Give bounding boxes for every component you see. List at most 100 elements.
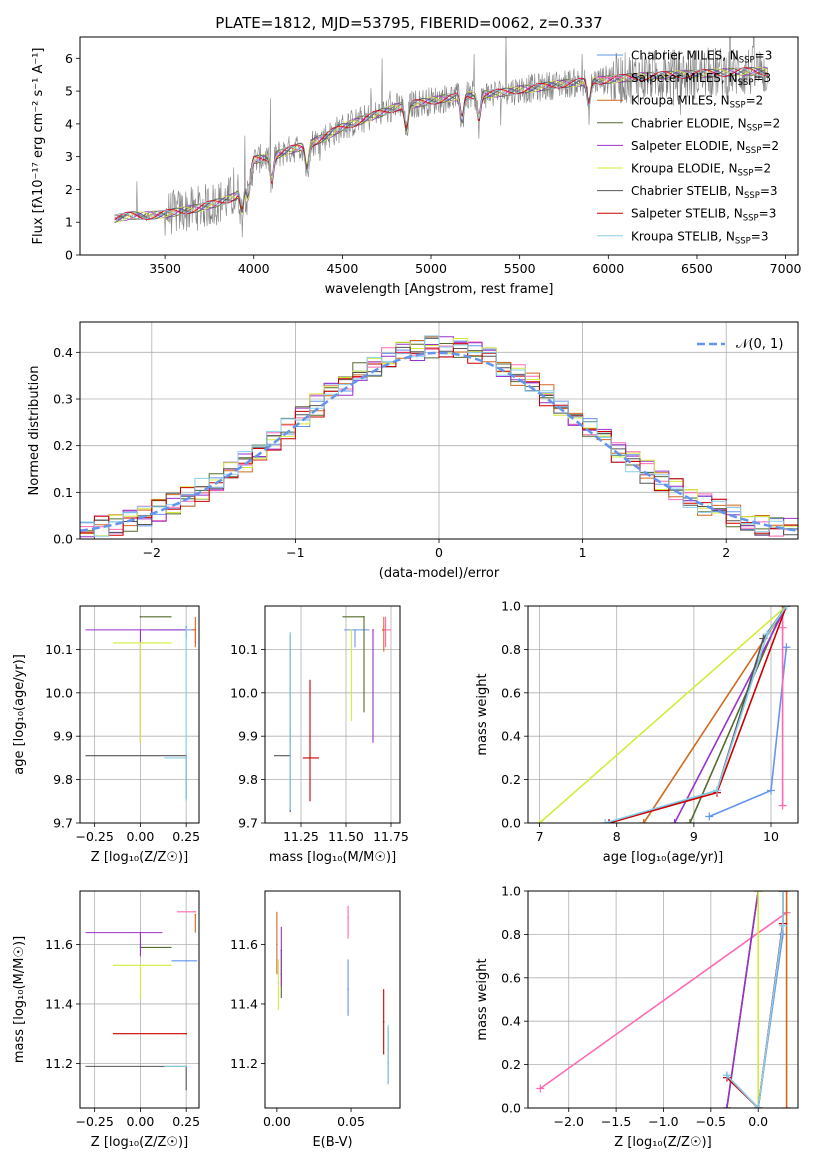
x-tick-label: 0.0 (748, 1114, 768, 1129)
x-tick-label: −1.0 (648, 1114, 678, 1129)
x-tick-label: 7000 (770, 261, 802, 276)
data-point (194, 913, 197, 916)
panel-age-weights: 7 8 9 10 0.0 0.2 0.4 0.6 0.8 1.0 age [log₁₀(age/yr… (475, 599, 799, 865)
weight-marker (670, 819, 679, 823)
y-tick-label: 10.0 (45, 685, 73, 700)
legend-subscript: SSP (745, 146, 761, 156)
data-point (276, 943, 278, 946)
x-axis-label: age [log₁₀(age/yr)] (603, 850, 724, 865)
legend-suffix: =3 (753, 71, 771, 85)
y-tick-label: 0.6 (501, 970, 521, 985)
y-tick-label: 9.9 (238, 729, 258, 744)
plot-area (276, 905, 389, 1085)
x-tick-label: 0.00 (263, 1114, 291, 1129)
axes-frame (79, 890, 200, 1109)
legend-entry: 𝒩(0, 1) (736, 337, 783, 352)
y-tick-label: 3 (65, 149, 73, 164)
panel-mass-vs-Z: −0.25 0.00 0.25 11.2 11.4 11.6 Z [log₁₀(Z/Z☉)]… (12, 890, 200, 1150)
x-tick-label: 11.25 (283, 829, 319, 844)
legend-suffix: =3 (751, 229, 769, 243)
weight-marker (686, 819, 694, 823)
y-tick-label: 0.0 (501, 1101, 521, 1116)
weight-marker (782, 1104, 791, 1108)
legend-label: Chabrier STELIB, N (631, 184, 744, 198)
x-tick-label: 11.75 (373, 829, 409, 844)
weight-marker (605, 819, 613, 823)
x-tick-label: 6000 (592, 261, 624, 276)
y-tick-label: 1 (65, 215, 73, 230)
legend-entry: Chabrier MILES, NSSP=3 (631, 49, 772, 66)
y-tick-label: 10.1 (230, 642, 258, 657)
y-tick-label: 9.9 (53, 729, 73, 744)
weight-marker (778, 801, 787, 810)
data-point (185, 757, 187, 759)
axes-frame (264, 890, 401, 1109)
x-axis-label: mass [log₁₀(M/M☉)] (269, 850, 396, 865)
y-tick-label: 11.4 (45, 996, 73, 1011)
y-tick-label: 0.2 (501, 772, 521, 787)
y-tick-label: 11.4 (230, 996, 258, 1011)
data-point (139, 629, 142, 631)
x-tick-label: 1 (579, 545, 587, 560)
y-tick-label: 0.0 (53, 532, 73, 547)
y-tick-label: 9.7 (238, 816, 258, 831)
x-tick-label: 8 (613, 829, 621, 844)
data-point (347, 916, 349, 919)
panel-age-vs-mass: 11.25 11.50 11.75 9.7 9.8 9.9 10.0 10.1 mass [lo… (230, 605, 409, 865)
y-tick-label: 11.2 (230, 1056, 258, 1071)
weight-marker (754, 891, 763, 895)
x-tick-label: −1.5 (601, 1114, 631, 1129)
legend-subscript: SSP (739, 56, 755, 66)
x-axis-label: wavelength [Angstrom, rest frame] (325, 282, 554, 297)
x-axis-label: Z [log₁₀(Z/Z☉)] (91, 1135, 188, 1150)
y-axis-label: mass [log₁₀(M/M☉)] (12, 936, 27, 1063)
x-tick-label: −1 (286, 545, 304, 560)
weight-marker (722, 1071, 731, 1080)
weight-line-0 (726, 891, 784, 1108)
legend-entry: Chabrier ELODIE, NSSP=2 (631, 116, 780, 133)
data-point (363, 616, 365, 618)
weight-line-7 (726, 891, 784, 1108)
legend-subscript: SSP (730, 101, 746, 111)
y-tick-label: 9.8 (238, 772, 258, 787)
data-point (139, 931, 142, 934)
weight-marker (778, 891, 787, 895)
y-tick-label: 9.8 (53, 772, 73, 787)
data-point (194, 629, 197, 631)
legend-subscript: SSP (744, 191, 760, 201)
x-tick-label: 10 (763, 829, 779, 844)
weight-line-8 (604, 606, 788, 823)
y-tick-label: 0.8 (501, 927, 521, 942)
axes-frame (527, 890, 799, 1109)
legend-subscript: SSP (735, 236, 751, 246)
x-tick-label: −0.5 (696, 1114, 726, 1129)
x-tick-label: 9 (690, 829, 698, 844)
weight-line-4 (726, 891, 759, 1108)
y-tick-label: 1.0 (501, 599, 521, 614)
x-tick-label: −0.25 (75, 1114, 113, 1129)
weight-line-8 (726, 891, 784, 1108)
weight-marker (782, 891, 791, 895)
y-tick-label: 5 (65, 84, 73, 99)
x-tick-label: 3500 (149, 261, 181, 276)
x-tick-label: −2.0 (554, 1114, 584, 1129)
weight-marker (782, 643, 791, 652)
x-tick-label: 4500 (326, 261, 358, 276)
legend-label: Salpeter MILES, N (631, 71, 738, 85)
legend-suffix: =2 (746, 94, 764, 108)
data-point (139, 964, 142, 967)
data-point (289, 757, 292, 759)
data-point (350, 629, 353, 631)
legend-suffix: =2 (763, 116, 781, 130)
y-tick-label: 0.1 (53, 485, 73, 500)
x-tick-label: 0.00 (126, 829, 154, 844)
y-tick-label: 11.2 (45, 1056, 73, 1071)
x-tick-label: 2 (722, 545, 730, 560)
legend-subscript: SSP (738, 78, 754, 88)
y-tick-label: 0.4 (501, 1014, 521, 1029)
weight-marker (535, 819, 544, 823)
x-tick-label: 5000 (415, 261, 447, 276)
plot-area (85, 616, 197, 802)
x-tick-label: 0.25 (172, 1114, 200, 1129)
